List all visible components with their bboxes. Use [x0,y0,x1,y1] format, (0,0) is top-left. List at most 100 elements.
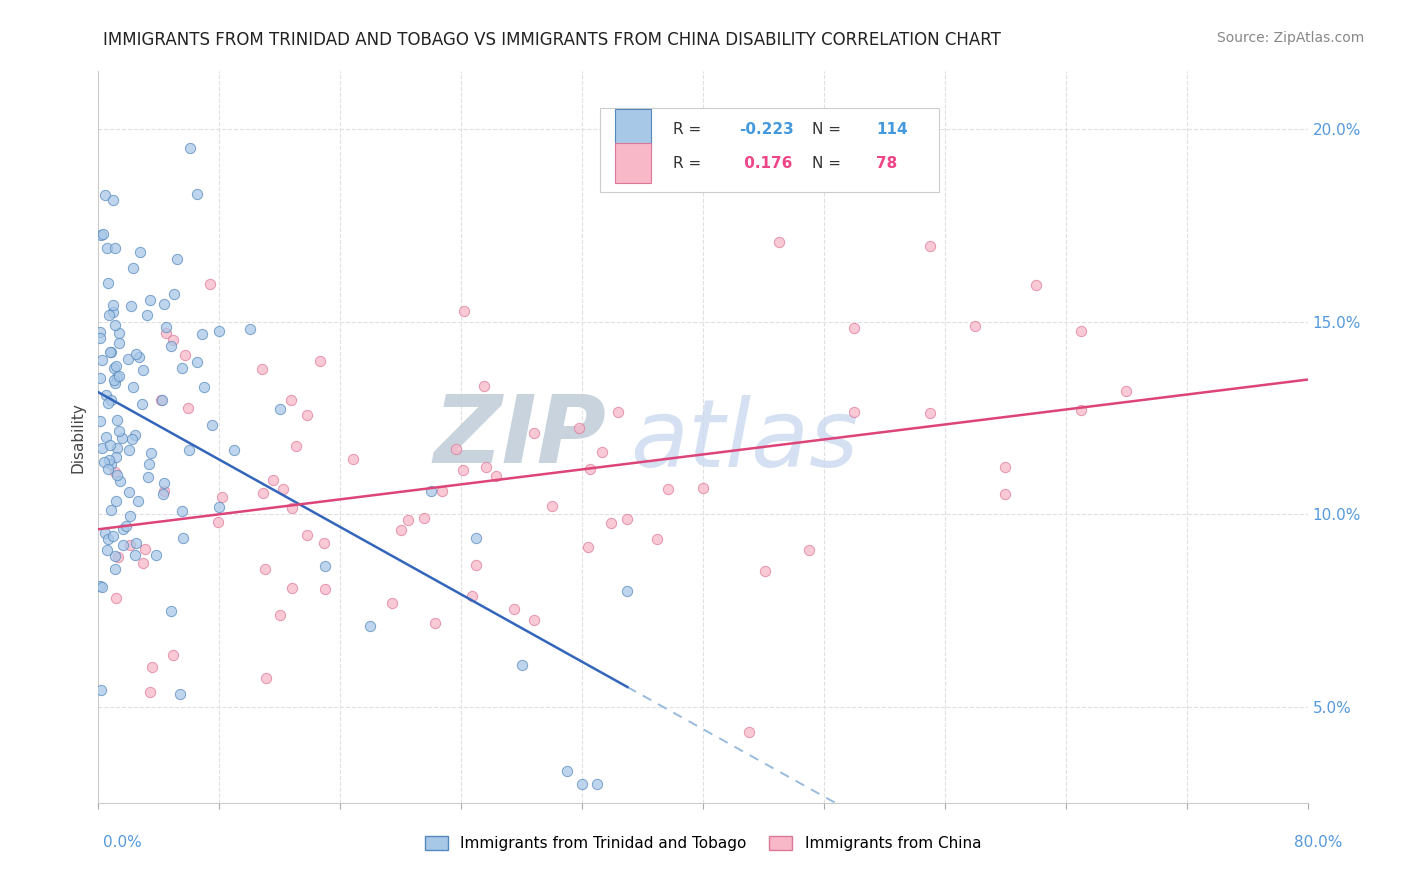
Point [342,451,364,466]
Text: ZIP: ZIP [433,391,606,483]
Point [207,516,229,530]
Point [269,402,291,417]
Text: 0.176: 0.176 [740,156,793,170]
Point [108,335,131,350]
Point [295,527,318,541]
Point [152,487,174,501]
Point [571,776,593,790]
Point [117,442,139,457]
Point [262,473,284,487]
Text: Source: ZipAtlas.com: Source: ZipAtlas.com [1216,31,1364,45]
Point [100,457,122,471]
Point [105,441,128,455]
Point [281,581,304,595]
Point [474,460,496,475]
Point [105,359,128,373]
Point [239,322,262,336]
Point [97,395,120,409]
Point [280,500,302,515]
Point [797,542,820,557]
Point [97,453,120,467]
Point [844,405,866,419]
Text: 0.0%: 0.0% [103,836,142,850]
Point [193,380,215,394]
Point [111,538,134,552]
Point [965,319,987,334]
Point [208,500,231,514]
Point [198,277,221,292]
Point [118,485,141,500]
Text: -0.223: -0.223 [740,122,794,137]
Point [523,426,546,441]
Point [93,525,115,540]
Point [160,604,183,618]
Point [314,536,336,550]
Point [453,303,475,318]
Point [155,320,177,334]
Point [96,542,118,557]
Point [153,483,176,498]
Point [138,457,160,471]
Point [224,443,246,458]
Point [555,764,578,778]
Point [1115,384,1137,399]
Point [186,187,208,202]
Point [616,583,638,598]
Legend: Immigrants from Trinidad and Tobago, Immigrants from China: Immigrants from Trinidad and Tobago, Imm… [419,830,987,857]
Point [121,432,143,446]
Point [98,345,121,359]
Point [170,360,193,375]
Point [145,548,167,562]
Point [93,227,115,241]
Point [1024,278,1046,293]
Point [576,540,599,554]
Point [389,523,412,537]
Point [540,499,562,513]
Point [124,548,146,562]
Point [149,392,172,407]
Point [160,339,183,353]
Point [502,602,524,616]
Point [128,245,150,260]
Point [135,308,157,322]
Point [97,533,120,547]
Point [105,591,128,606]
Point [191,326,214,341]
Point [451,462,474,476]
Point [413,511,436,525]
Point [179,443,201,458]
Point [104,493,127,508]
Point [153,476,176,491]
Point [104,465,127,479]
Point [139,685,162,699]
Point [152,297,174,311]
Text: 114: 114 [876,122,907,137]
Point [186,355,208,369]
Point [141,660,163,674]
Point [90,227,112,242]
Point [420,484,443,499]
Point [132,363,155,377]
Text: N =: N = [811,156,845,170]
Point [657,482,679,496]
Point [844,321,866,335]
Point [432,483,454,498]
Point [994,487,1017,501]
Point [107,368,129,383]
Point [131,397,153,411]
Point [616,512,638,526]
Point [510,657,533,672]
FancyBboxPatch shape [600,108,939,192]
Point [269,607,291,622]
Point [98,437,121,451]
Point [104,450,127,464]
Bar [614,143,651,183]
Point [1070,403,1092,417]
Point [105,413,128,427]
Point [271,482,294,496]
Point [89,578,111,592]
Point [100,345,122,359]
Point [104,318,127,332]
Point [136,470,159,484]
Point [141,446,163,460]
